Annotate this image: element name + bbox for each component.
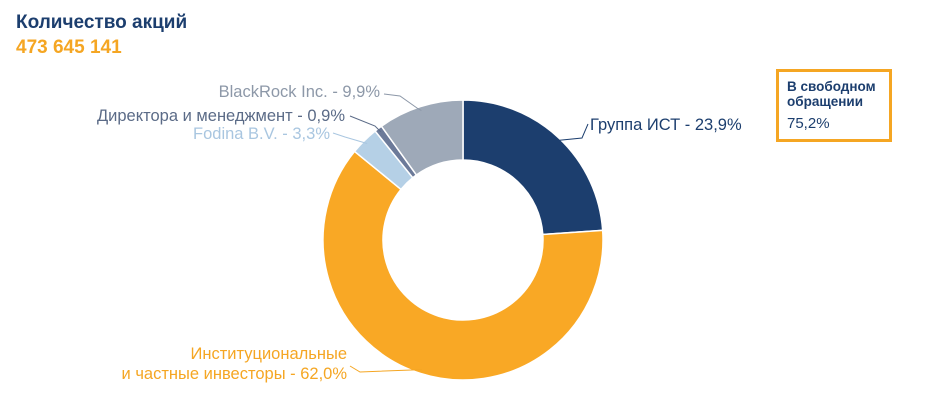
leader-line [332,132,368,145]
header: Количество акций 473 645 141 [16,11,187,61]
label-directors: Директора и менеджмент - 0,9% [97,107,345,125]
leader-line [555,123,589,142]
share-count: 473 645 141 [16,37,122,58]
leader-line [349,115,382,133]
slice-group-ist [462,99,604,236]
free-float-value: 75,2% [787,115,830,132]
chart-title: Количество акций [16,12,188,33]
leader-line [383,93,422,111]
free-float-callout: В свободном обращении 75,2% [776,69,892,142]
slice-institutional [322,150,604,381]
slice-blackrock [380,99,464,177]
label-blackrock: BlackRock Inc. - 9,9% [219,83,381,101]
label-fodina: Fodina B.V. - 3,3% [193,125,330,143]
label-group-ist: Группа ИСТ - 23,9% [590,116,742,134]
leader-line [349,365,422,373]
label-institutional: Институциональные и частные инвесторы - 6… [122,345,348,383]
free-float-label: В свободном обращении [787,79,876,109]
